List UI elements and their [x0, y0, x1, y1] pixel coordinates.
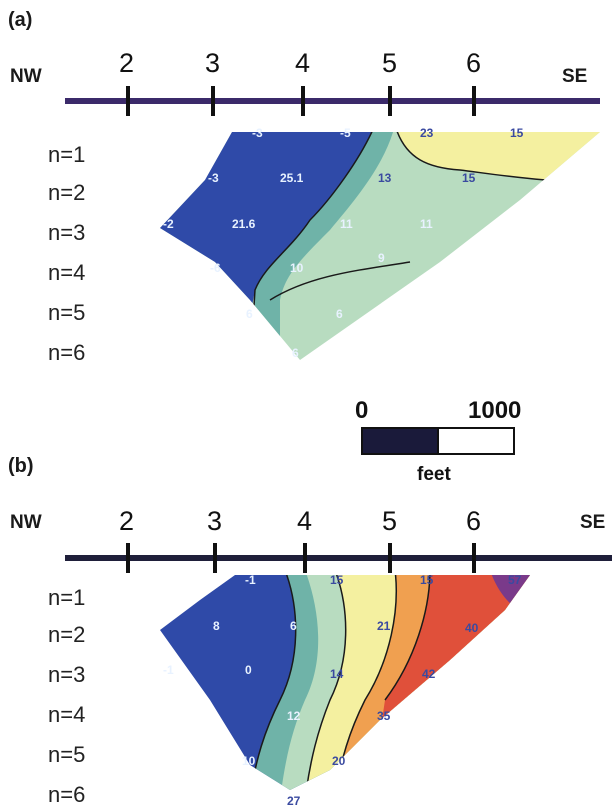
panel-a-ticks: [126, 86, 476, 116]
panel-a: (a) NW SE 2 3 4 5 6 n=1 n=2 n=3 n=4 n=5 …: [8, 9, 600, 365]
panel-b-label: (b): [8, 455, 34, 477]
panel-a-value: 11: [420, 217, 433, 231]
panel-b-value: 27: [287, 794, 301, 808]
panel-a-value: -6: [210, 261, 221, 275]
panel-a-value: 10: [290, 261, 304, 275]
scale-bar: 0 1000 feet: [355, 397, 521, 485]
panel-b-row-2: n=2: [48, 622, 85, 647]
panel-a-value: 15: [462, 171, 476, 185]
panel-b-value: 10: [242, 754, 256, 768]
panel-b-value: -1: [163, 663, 174, 677]
panel-b-value: 12: [287, 709, 301, 723]
panel-b-value: 42: [422, 667, 436, 681]
panel-a-value: 13: [378, 171, 392, 185]
panel-a-row-4: n=4: [48, 260, 85, 285]
panel-a-value: 6: [292, 346, 299, 360]
panel-b-value: 15: [420, 573, 434, 587]
panel-a-zone-teal: [255, 132, 395, 360]
panel-a-row-3: n=3: [48, 220, 85, 245]
panel-a-value: 23: [420, 126, 434, 140]
panel-b-contour-line-2: [304, 575, 347, 790]
panel-a-value: 15: [510, 126, 524, 140]
panel-a-nw-label: NW: [10, 66, 42, 87]
panel-a-row-5: n=5: [48, 300, 85, 325]
panel-a-value: 6: [246, 307, 253, 321]
panel-a-contour-line-2: [249, 132, 376, 360]
panel-b-value: 8: [213, 619, 220, 633]
panel-a-value: 25.1: [280, 171, 304, 185]
scale-bar-light-segment: [437, 427, 515, 455]
panel-b-nw-label: NW: [10, 512, 42, 533]
scale-unit-label: feet: [417, 464, 451, 485]
panel-a-value: 11: [340, 217, 353, 231]
panel-b-value: 57: [508, 573, 522, 587]
panel-a-value: 9: [378, 251, 385, 265]
panel-a-value: -3: [252, 126, 263, 140]
panel-b-contour-line-1: [249, 575, 297, 790]
panel-a-contour-line-3: [269, 261, 411, 301]
panel-b-value: 6: [290, 619, 297, 633]
panel-a-value: -2: [163, 217, 174, 231]
panel-a-label: (a): [8, 9, 32, 31]
panel-b-value: -1: [245, 573, 256, 587]
panel-b-tick-label-6: 6: [466, 506, 481, 536]
panel-b-row-6: n=6: [48, 782, 85, 807]
panel-a-contour-map: [160, 132, 600, 360]
panel-a-se-label: SE: [562, 66, 587, 87]
panel-b-se-label: SE: [580, 512, 605, 533]
panel-a-row-2: n=2: [48, 180, 85, 205]
panel-b-tick-label-3: 3: [207, 506, 222, 536]
panel-a-value: -5: [340, 126, 351, 140]
panel-b-row-4: n=4: [48, 702, 85, 727]
scale-start-label: 0: [355, 397, 368, 424]
panel-b-value: 35: [377, 709, 391, 723]
panel-b-value: 14: [330, 667, 344, 681]
panel-a-row-1: n=1: [48, 142, 85, 167]
panel-b-ticks: [126, 543, 476, 573]
panel-b-tick-label-5: 5: [382, 506, 397, 536]
panel-b-value: 15: [330, 573, 344, 587]
panel-a-zone-yellow: [395, 132, 600, 182]
panel-b-contour-line-4: [384, 575, 431, 701]
panel-a-tick-label-2: 2: [119, 48, 134, 78]
panel-a-value: -3: [208, 171, 219, 185]
panel-a-tick-label-3: 3: [205, 48, 220, 78]
panel-b-row-5: n=5: [48, 742, 85, 767]
panel-b-row-3: n=3: [48, 662, 85, 687]
panel-b-value: 21: [377, 619, 391, 633]
scale-end-label: 1000: [468, 397, 521, 424]
panel-a-row-6: n=6: [48, 340, 85, 365]
panel-b-value: 40: [465, 621, 479, 635]
panel-a-value: 21.6: [232, 217, 256, 231]
panel-b-value: 20: [332, 754, 346, 768]
panel-a-tick-label-5: 5: [382, 48, 397, 78]
panel-a-tick-label-4: 4: [295, 48, 310, 78]
scale-bar-dark-segment: [361, 427, 439, 455]
panel-b-tick-label-2: 2: [119, 506, 134, 536]
panel-b-value: 0: [245, 663, 252, 677]
panel-b-row-1: n=1: [48, 585, 85, 610]
panel-a-tick-label-6: 6: [466, 48, 481, 78]
panel-a-value: 6: [336, 307, 343, 321]
panel-b-tick-label-4: 4: [297, 506, 312, 536]
panel-b: (b) NW SE 2 3 4 5 6 n=1 n=2 n=3 n=4 n=5 …: [8, 455, 612, 808]
